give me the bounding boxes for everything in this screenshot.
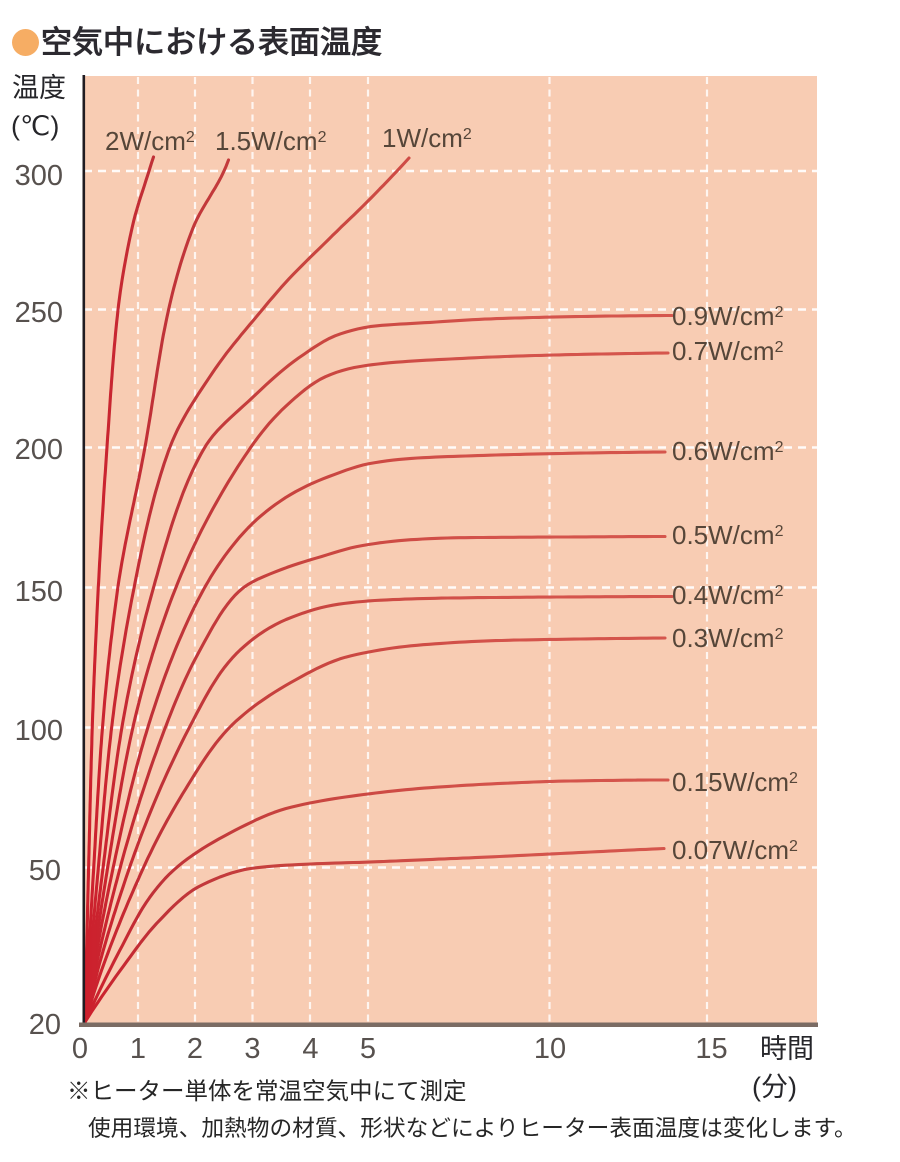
svg-text:0: 0 [72,1033,88,1065]
svg-text:0.6W/cm2: 0.6W/cm2 [672,436,784,466]
svg-text:5: 5 [360,1033,376,1065]
svg-text:(℃): (℃) [11,111,59,141]
svg-text:0.9W/cm2: 0.9W/cm2 [672,301,784,331]
svg-text:0.3W/cm2: 0.3W/cm2 [672,623,784,653]
svg-text:使用環境、加熱物の材質、形状などによりヒーター表面温度は変化: 使用環境、加熱物の材質、形状などによりヒーター表面温度は変化します。 [88,1115,857,1141]
svg-text:温度: 温度 [12,73,66,103]
svg-text:20: 20 [29,1009,61,1041]
svg-text:150: 150 [15,576,63,608]
svg-text:100: 100 [15,715,63,747]
svg-text:4: 4 [302,1033,318,1065]
svg-text:10: 10 [534,1033,566,1065]
svg-text:200: 200 [15,434,63,466]
svg-text:空気中における表面温度: 空気中における表面温度 [41,25,382,60]
svg-text:50: 50 [29,855,61,887]
svg-text:1W/cm2: 1W/cm2 [382,123,472,153]
svg-text:300: 300 [15,160,63,192]
svg-text:(分): (分) [752,1072,797,1102]
svg-text:時間: 時間 [760,1034,814,1064]
svg-text:1: 1 [130,1033,146,1065]
svg-text:0.15W/cm2: 0.15W/cm2 [672,767,798,797]
svg-text:15: 15 [695,1033,727,1065]
svg-text:0.7W/cm2: 0.7W/cm2 [672,336,784,366]
svg-text:0.07W/cm2: 0.07W/cm2 [672,835,798,865]
svg-text:※ヒーター単体を常温空気中にて測定: ※ヒーター単体を常温空気中にて測定 [67,1078,467,1104]
svg-text:0.5W/cm2: 0.5W/cm2 [672,520,784,550]
svg-text:0.4W/cm2: 0.4W/cm2 [672,580,784,610]
svg-text:250: 250 [15,297,63,329]
svg-text:3: 3 [244,1033,260,1065]
svg-text:2W/cm2: 2W/cm2 [105,126,195,156]
svg-text:2: 2 [187,1033,203,1065]
svg-text:1.5W/cm2: 1.5W/cm2 [215,126,327,156]
